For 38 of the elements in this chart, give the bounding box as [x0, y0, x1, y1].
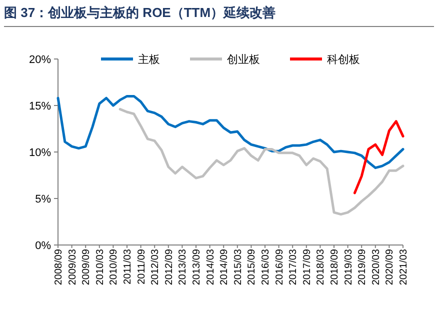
x-tick-label: 2012/03	[150, 248, 162, 286]
x-tick-label: 2011/03	[122, 248, 134, 284]
x-tick-label: 2013/09	[192, 248, 202, 286]
y-tick-label: 20%	[28, 54, 52, 66]
line-series	[56, 94, 404, 170]
x-tick-label: 2020/03	[370, 248, 382, 286]
x-tick-label: 2013/03	[178, 248, 189, 286]
x-tick-label: 2008/09	[54, 248, 64, 286]
x-tick-label: 2015/09	[246, 248, 258, 286]
x-tick-label: 2010/09	[108, 248, 120, 286]
x-tick-label: 2009/09	[81, 248, 92, 286]
x-tick-label: 2017/09	[302, 248, 313, 286]
x-tick-label: 2016/03	[260, 248, 272, 286]
x-tick-label: 2021/03	[398, 248, 410, 286]
x-tick-label: 2015/03	[232, 248, 244, 286]
x-tick-label: 2017/03	[288, 248, 300, 286]
x-tick-label: 2019/09	[357, 248, 368, 286]
x-tick-label: 2018/09	[330, 248, 340, 286]
y-tick-label: 10%	[28, 147, 52, 159]
x-tick-label: 2018/03	[316, 248, 327, 286]
y-tick-label: 0%	[35, 240, 52, 252]
x-tick-label: 2016/09	[274, 248, 286, 286]
x-tick-label: 2014/03	[205, 248, 216, 286]
y-tick-label: 15%	[28, 100, 52, 112]
legend-label: 科创板	[327, 54, 360, 66]
x-tick-label: 2014/09	[219, 248, 230, 286]
x-tick-label: 2012/09	[164, 248, 175, 286]
x-tick-label: 2010/03	[94, 248, 106, 286]
legend-label: 主板	[138, 53, 160, 66]
line-series	[353, 120, 404, 194]
legend-label: 创业板	[227, 53, 260, 66]
y-tick-label: 5%	[35, 194, 52, 206]
x-tick-label: 2019/03	[343, 248, 354, 286]
x-tick-label: 2009/03	[67, 248, 78, 286]
chart-title: 图 37：创业板与主板的 ROE（TTM）延续改善	[4, 4, 434, 27]
x-tick-label: 2020/09	[384, 248, 396, 286]
x-tick-label: 2011/09	[136, 248, 148, 284]
line-series	[118, 108, 404, 216]
